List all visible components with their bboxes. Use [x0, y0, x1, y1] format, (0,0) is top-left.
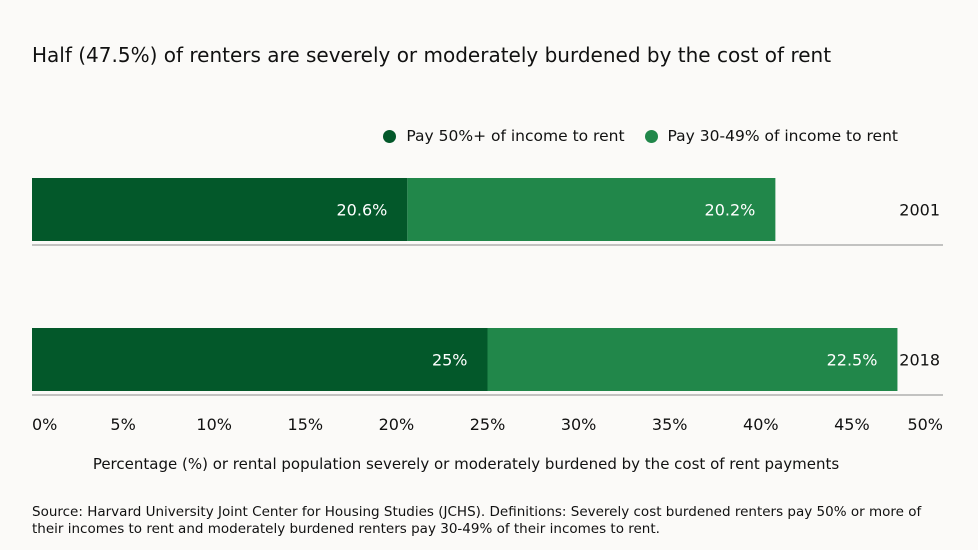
bar-2001-series-2: [407, 178, 776, 241]
legend-swatch-severe: [383, 129, 397, 143]
bar-label-2018-series-1: 25%: [432, 351, 468, 370]
x-tick-label: 25%: [470, 415, 506, 434]
bar-label-2001-series-2: 20.2%: [705, 201, 756, 220]
x-tick-label: 0%: [32, 415, 57, 434]
legend: Pay 50%+ of income to rent Pay 30-49% of…: [383, 127, 898, 145]
bar-2018-series-2: [487, 328, 898, 391]
x-tick-label: 20%: [379, 415, 415, 434]
x-tick-label: 40%: [743, 415, 779, 434]
bar-2001-series-1: [32, 178, 408, 241]
legend-label-moderate: Pay 30-49% of income to rent: [667, 127, 898, 145]
category-label-2001: 2001: [899, 201, 940, 220]
chart-title: Half (47.5%) of renters are severely or …: [32, 43, 832, 67]
bar-2018-series-1: [32, 328, 488, 391]
x-tick-label: 45%: [834, 415, 870, 434]
bar-chart: 20.6% 20.2% 2001 25% 22.5% 2018 0% 5% 10% 15% 20% 2…: [32, 178, 943, 473]
legend-item-moderate: Pay 30-49% of income to rent: [644, 127, 898, 145]
x-tick-label: 10%: [196, 415, 232, 434]
bar-label-2001-series-1: 20.6%: [337, 201, 388, 220]
x-tick-label: 30%: [561, 415, 597, 434]
x-axis-label: Percentage (%) or rental population seve…: [93, 455, 840, 473]
x-tick-label: 35%: [652, 415, 688, 434]
legend-item-severe: Pay 50%+ of income to rent: [383, 127, 625, 145]
x-tick-label: 5%: [110, 415, 135, 434]
source-note: Source: Harvard University Joint Center …: [32, 504, 922, 537]
legend-swatch-moderate: [644, 129, 658, 143]
x-tick-label: 15%: [288, 415, 324, 434]
legend-label-severe: Pay 50%+ of income to rent: [406, 127, 625, 145]
bar-label-2018-series-2: 22.5%: [827, 351, 878, 370]
category-label-2018: 2018: [899, 351, 940, 370]
x-tick-label: 50%: [907, 415, 943, 434]
